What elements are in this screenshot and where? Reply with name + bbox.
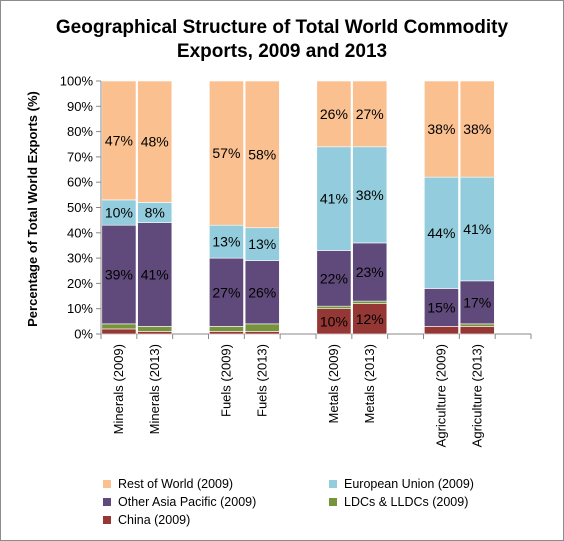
y-tick-label: 40% (67, 225, 93, 240)
legend-label: LDCs & LLDCs (2009) (344, 495, 468, 509)
y-tick-label: 0% (74, 327, 93, 342)
y-tick-label: 80% (67, 124, 93, 139)
bar-segment (137, 80, 173, 203)
bar-segment (459, 80, 495, 178)
chart-title-line-2: Exports, 2009 and 2013 (177, 41, 387, 62)
legend-label: China (2009) (118, 513, 190, 527)
data-label: 41% (141, 267, 169, 283)
bar-segment (352, 300, 388, 304)
data-label: 26% (248, 284, 276, 300)
bar-segment (209, 80, 244, 226)
data-label: 57% (212, 145, 240, 161)
bar-segment (459, 326, 495, 335)
y-tick-label: 20% (67, 276, 93, 291)
data-label: 22% (320, 270, 348, 286)
bar-segment (459, 323, 495, 327)
legend-label: Other Asia Pacific (2009) (118, 495, 256, 509)
y-tick-label: 50% (67, 200, 93, 215)
data-label: 38% (356, 187, 384, 203)
bar-segment (352, 146, 388, 244)
bar-segment (316, 308, 352, 335)
category-label: Minerals (2009) (111, 344, 126, 434)
bar-segment (137, 222, 173, 327)
bar-segment (137, 331, 173, 335)
legend-swatch (103, 516, 111, 524)
bar-segment (352, 242, 388, 302)
legend-swatch (103, 498, 111, 506)
data-label: 13% (212, 234, 240, 250)
y-tick-label: 60% (67, 175, 93, 190)
plot-area: 0% 10% 20% 30% 40% 50% 60% 70% 80% 90% 100% 39% 10% 4… (60, 74, 532, 447)
bar-segment (101, 323, 137, 330)
y-tick-label: 70% (67, 149, 93, 164)
data-label: 12% (356, 311, 384, 327)
legend-swatch (103, 480, 111, 488)
legend-swatch (329, 480, 337, 488)
data-label: 27% (212, 284, 240, 300)
data-label: 41% (463, 221, 491, 237)
bar-segment (244, 227, 280, 261)
data-label: 17% (463, 294, 491, 310)
category-label: Metals (2009) (326, 344, 341, 423)
data-label: 26% (320, 106, 348, 122)
legend-label: European Union (2009) (344, 477, 474, 491)
bar-segment (244, 323, 280, 332)
data-label: 39% (105, 267, 133, 283)
category-label: Fuels (2009) (218, 344, 233, 417)
bar-segment (316, 305, 352, 310)
bar-segment (101, 80, 137, 201)
category-label: Minerals (2013) (147, 344, 162, 434)
bar-segment (209, 331, 244, 335)
data-label: 48% (141, 134, 169, 150)
bar-segment (352, 80, 388, 148)
category-label: Fuels (2013) (254, 344, 269, 417)
bar-segment (137, 326, 173, 332)
chart-title: Geographical Structure of Total World Co… (56, 17, 509, 62)
legend-swatch (329, 498, 337, 506)
bar-segment (209, 257, 244, 327)
data-label: 10% (105, 205, 133, 221)
bar-segment (244, 331, 280, 335)
y-tick-label: 10% (67, 301, 93, 316)
bar-segment (316, 250, 352, 307)
data-label: 23% (356, 264, 384, 280)
bar-segment (101, 224, 137, 325)
bar-segment (316, 146, 352, 251)
bar-segment (424, 288, 459, 327)
bar-segment (424, 326, 459, 335)
y-axis-label: Percentage of Total World Exports (%) (25, 91, 40, 327)
data-label: 44% (427, 225, 455, 241)
category-label: Agriculture (2013) (469, 344, 484, 447)
data-label: 10% (320, 313, 348, 329)
data-label: 58% (248, 146, 276, 162)
bar-segment (244, 80, 280, 229)
data-label: 47% (105, 132, 133, 148)
bar-segment (101, 328, 137, 335)
data-label: 41% (320, 191, 348, 207)
data-label: 13% (248, 236, 276, 252)
y-tick-label: 100% (60, 74, 94, 89)
data-label: 15% (427, 299, 455, 315)
bar-segment (459, 280, 495, 325)
category-label: Metals (2013) (362, 344, 377, 423)
y-tick-label: 30% (67, 251, 93, 266)
y-tick-label: 90% (67, 99, 93, 114)
category-label: Agriculture (2009) (433, 344, 448, 447)
data-label: 8% (145, 205, 165, 221)
bar-segment (316, 80, 352, 148)
bar-segment (101, 199, 137, 226)
chart-title-line-1: Geographical Structure of Total World Co… (56, 17, 509, 38)
data-label: 27% (356, 106, 384, 122)
bar-segment (209, 224, 244, 259)
bar-segment (209, 326, 244, 332)
data-label: 38% (463, 121, 491, 137)
legend: Rest of World (2009) European Union (2009… (103, 477, 474, 527)
bar-segment (244, 260, 280, 325)
legend-label: Rest of World (2009) (118, 477, 233, 491)
bar-segment (352, 303, 388, 335)
bar-segment (424, 80, 459, 178)
data-label: 38% (427, 121, 455, 137)
